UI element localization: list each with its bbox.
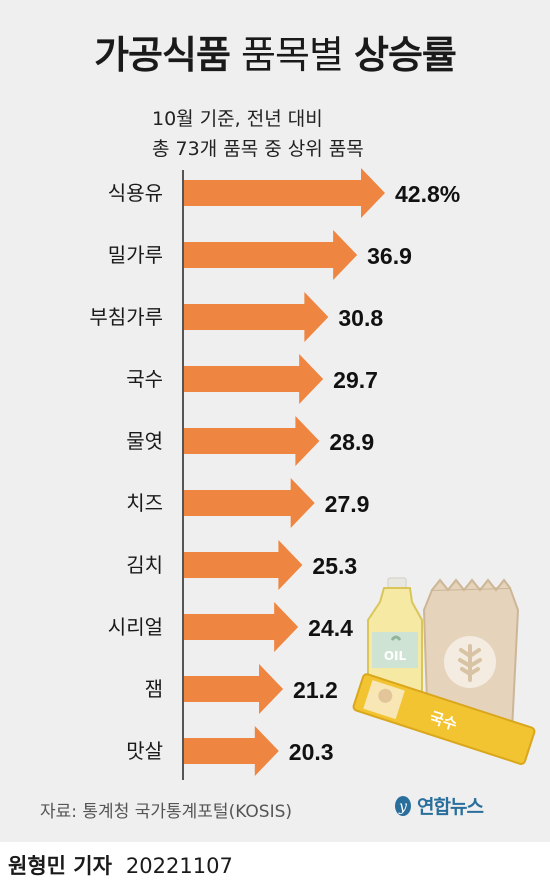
food-illustration: OIL 국수 — [352, 577, 536, 765]
source-note: 자료: 통계청 국가통계포털(KOSIS) — [40, 802, 293, 822]
bar-7 — [183, 540, 303, 590]
bar-6 — [183, 478, 315, 528]
category-label-5: 물엿 — [126, 429, 163, 453]
bar-5 — [183, 416, 320, 466]
value-label-4: 29.7 — [333, 367, 378, 393]
bar-9 — [183, 664, 284, 714]
logo-text: 연합뉴스 — [417, 796, 484, 818]
bar-1 — [183, 168, 385, 218]
category-label-7: 김치 — [126, 553, 163, 577]
chart-title: 가공식품 품목별 상승률 — [0, 24, 550, 79]
logo-mark-icon: y — [395, 795, 411, 816]
category-label-8: 시리얼 — [108, 615, 163, 639]
chart-subtitle: 10월 기준, 전년 대비 총 73개 품목 중 상위 품목 — [152, 104, 364, 164]
category-axis-line — [182, 170, 184, 780]
category-label-9: 잼 — [145, 677, 163, 701]
chart-panel: 가공식품 품목별 상승률 10월 기준, 전년 대비 총 73개 품목 중 상위… — [0, 0, 550, 842]
value-label-2: 36.9 — [367, 243, 412, 269]
value-label-7: 25.3 — [312, 553, 357, 579]
publish-date: 20221107 — [125, 854, 233, 878]
value-label-10: 20.3 — [289, 739, 334, 765]
bar-2 — [183, 230, 358, 280]
category-label-3: 부침가루 — [89, 305, 163, 329]
bar-chart: 식용유 42.8% 밀가루 36.9 부침가루 30.8 국수 29.7 물엿 28.9 치즈 27.… — [89, 168, 460, 776]
subtitle-line1: 10월 기준, 전년 대비 — [152, 108, 323, 130]
yonhap-logo: y 연합뉴스 — [393, 792, 484, 819]
bottle-label: OIL — [384, 649, 407, 663]
title-normal-part: 품목별 — [241, 33, 344, 77]
bar-3 — [183, 292, 329, 342]
subtitle-line2: 총 73개 품목 중 상위 품목 — [152, 138, 364, 160]
flour-bag-icon — [422, 578, 520, 736]
category-label-2: 밀가루 — [108, 243, 163, 267]
category-label-4: 국수 — [126, 367, 163, 391]
value-label-9: 21.2 — [293, 677, 338, 703]
value-label-6: 27.9 — [325, 491, 370, 517]
bar-8 — [183, 602, 299, 652]
noodle-package-icon: 국수 — [352, 673, 536, 765]
value-label-3: 30.8 — [338, 305, 383, 331]
bar-4 — [183, 354, 324, 404]
byline: 원형민 기자 20221107 — [8, 850, 233, 880]
svg-text:y: y — [398, 799, 408, 815]
category-label-6: 치즈 — [126, 491, 163, 515]
value-label-8: 24.4 — [308, 615, 353, 641]
title-bold-part2: 상승률 — [354, 33, 457, 77]
value-label-5: 28.9 — [329, 429, 374, 455]
reporter-name: 원형민 기자 — [8, 854, 112, 878]
bar-10 — [183, 726, 279, 776]
title-bold-part: 가공식품 — [94, 33, 231, 77]
category-label-1: 식용유 — [108, 181, 163, 205]
category-label-10: 맛살 — [126, 739, 163, 763]
value-label-1: 42.8% — [395, 181, 460, 207]
